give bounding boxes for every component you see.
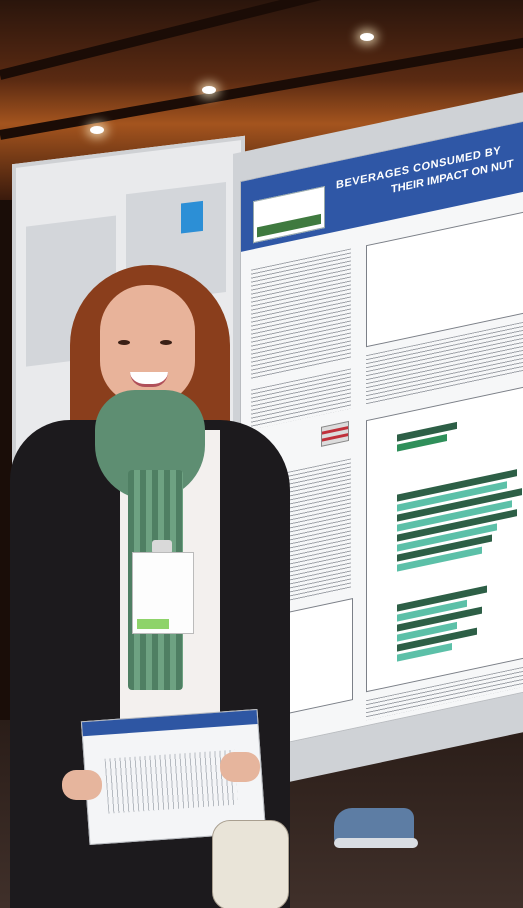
ceiling-light bbox=[202, 86, 216, 94]
ceiling-light bbox=[90, 126, 104, 134]
poster-text-block bbox=[251, 368, 351, 429]
person-eye bbox=[118, 340, 130, 345]
poster-logo-stripe bbox=[257, 214, 321, 238]
tote-bag bbox=[212, 820, 289, 908]
person-eye bbox=[160, 340, 172, 345]
poster-bar-chart bbox=[366, 386, 523, 692]
handout-graphic bbox=[105, 750, 239, 814]
poster-text-block bbox=[251, 248, 351, 379]
name-badge bbox=[132, 552, 194, 634]
person-face bbox=[100, 285, 195, 405]
poster-logo bbox=[253, 186, 325, 243]
right-hand bbox=[220, 752, 260, 782]
ceiling-light bbox=[360, 33, 374, 41]
badge-ribbon bbox=[137, 619, 169, 629]
sneaker-sole bbox=[334, 838, 418, 848]
left-hand bbox=[62, 770, 102, 800]
us-map-graphic bbox=[321, 421, 349, 447]
poster-blue-square bbox=[181, 201, 203, 234]
